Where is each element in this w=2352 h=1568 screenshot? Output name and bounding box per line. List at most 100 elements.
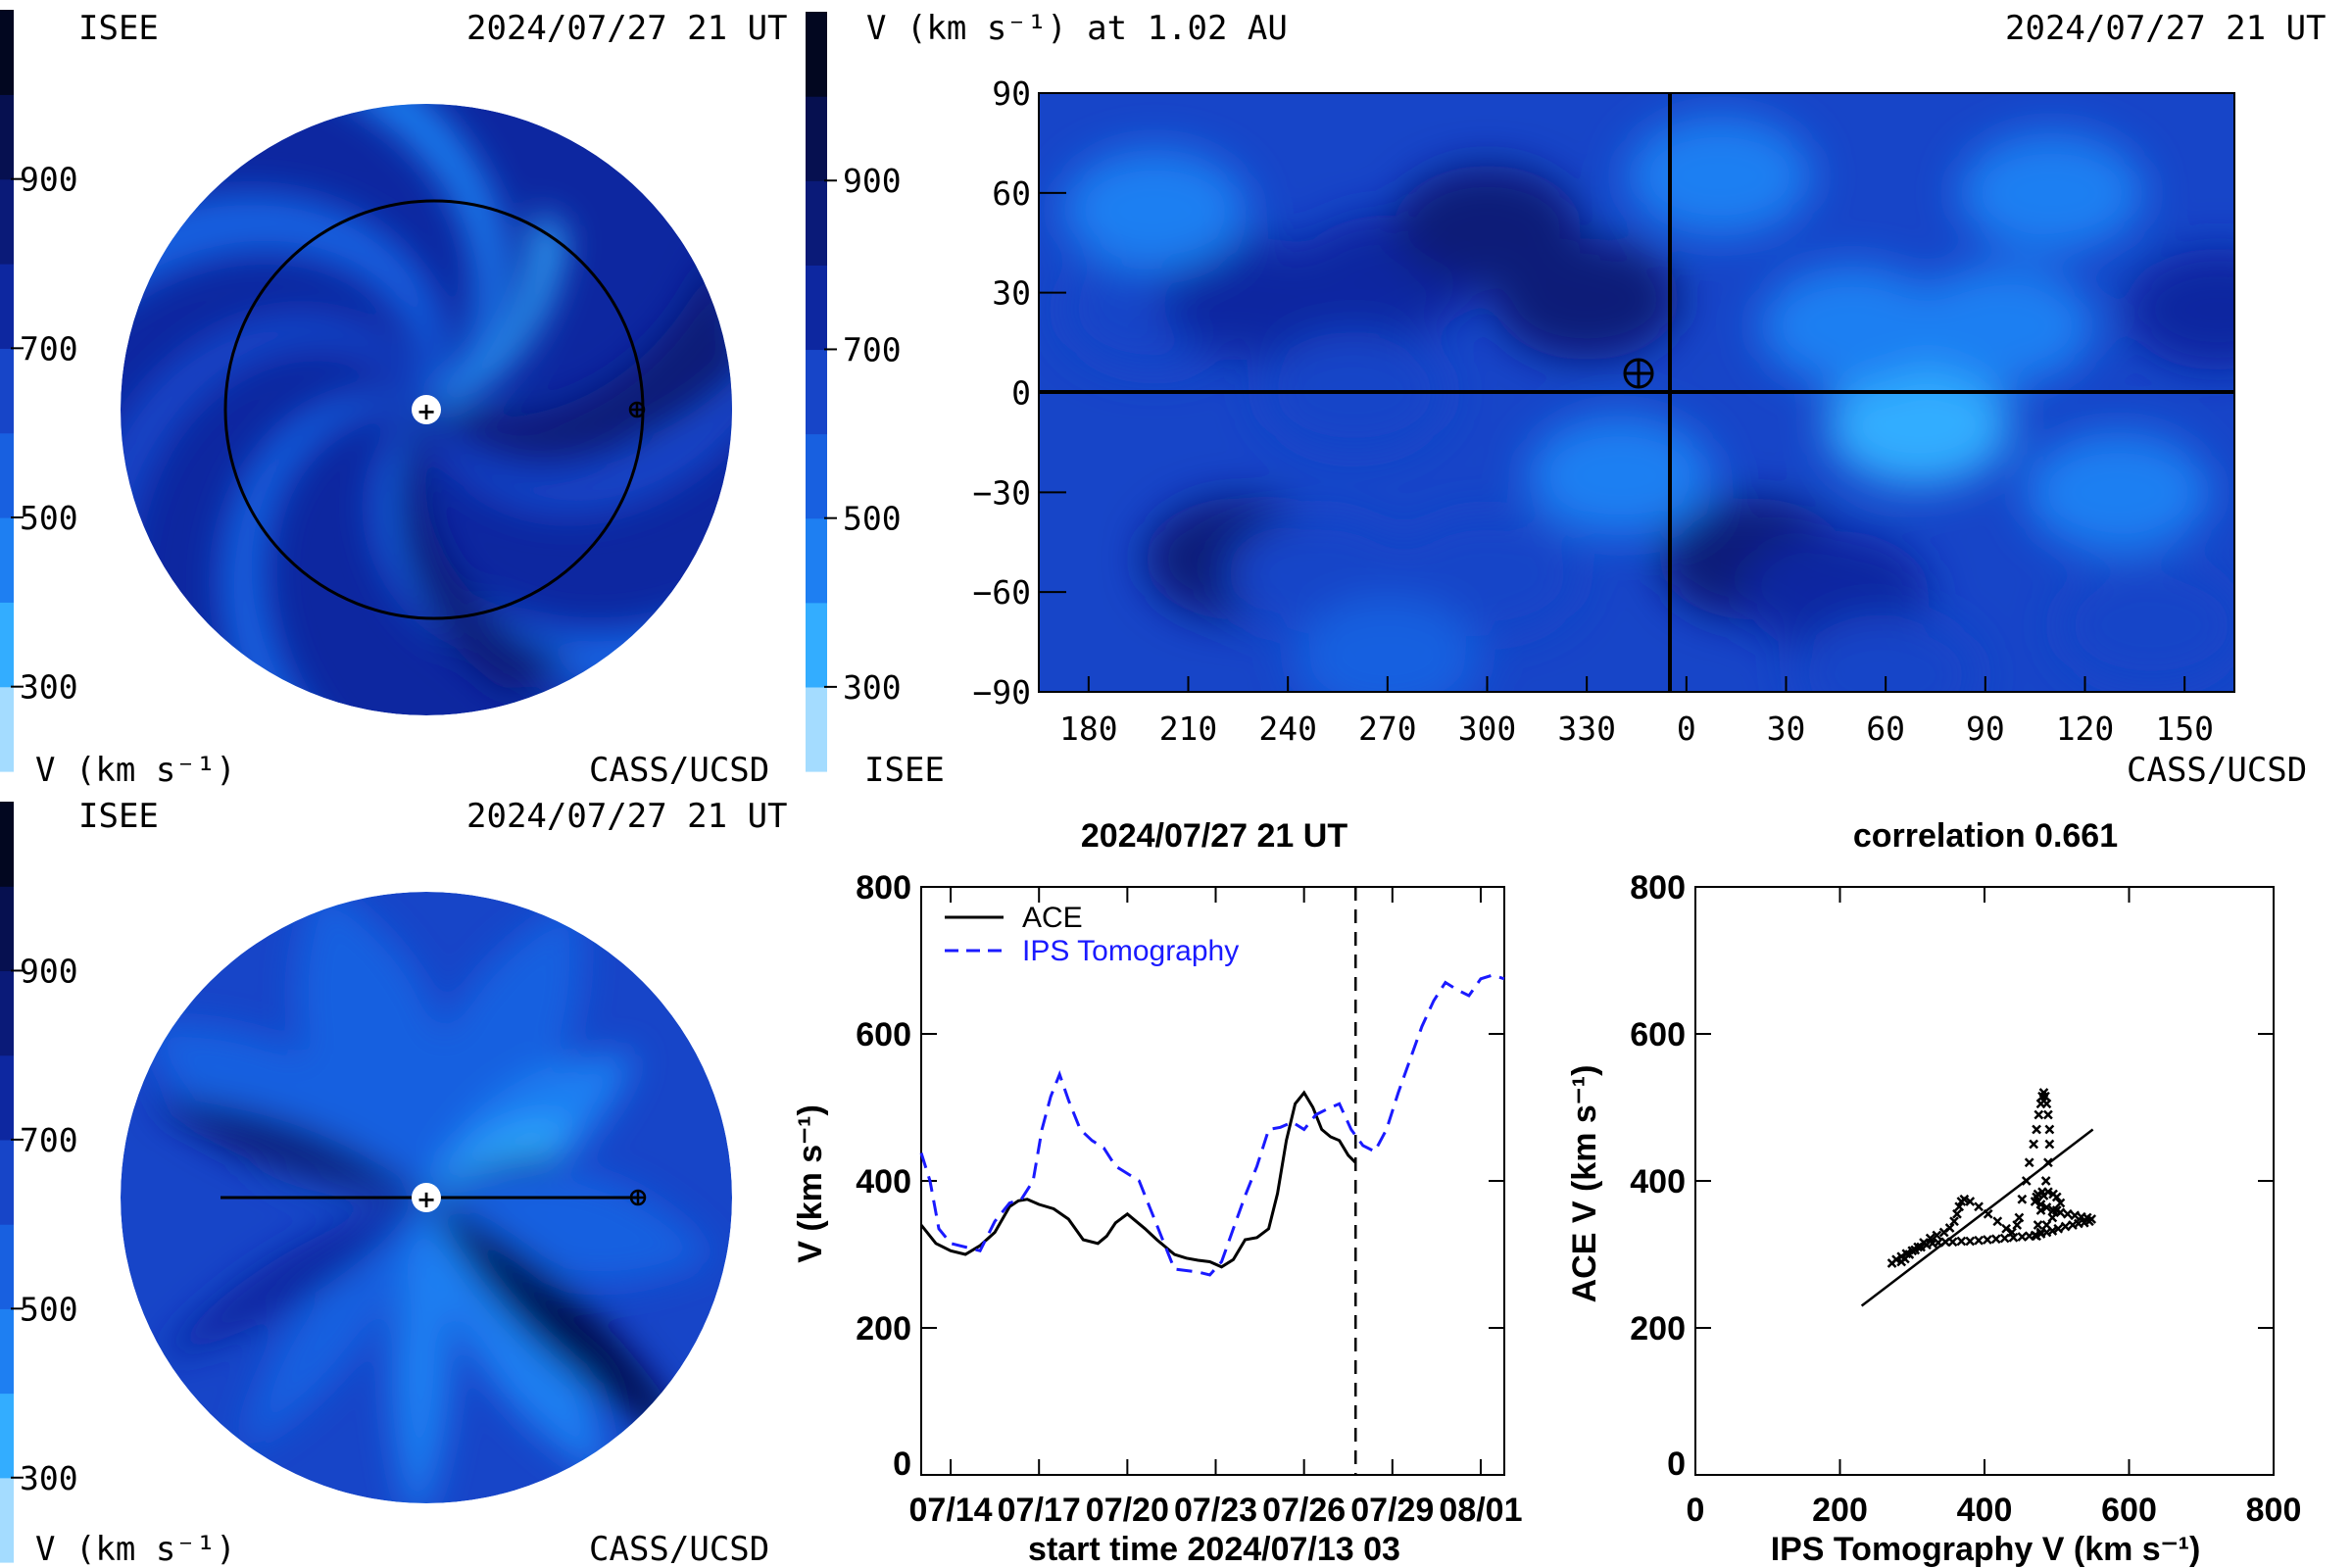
scatter-y-tick-label: 400 [1630,1163,1686,1200]
scatter-point-stroke [2030,1197,2040,1206]
map-velocity-cell [1061,148,1249,270]
colorbar-segment [0,178,14,265]
panel-source-label: ISEE [78,9,159,48]
map-y-tick-label: 30 [992,274,1031,313]
colorbar-segment [0,517,14,603]
timeseries-x-tick-label: 07/20 [1086,1492,1169,1529]
scatter-point-stroke [2029,1139,2039,1150]
colorbar-tick-label: 900 [843,162,902,200]
map-x-tick-label: 270 [1358,710,1417,748]
colorbar-tick-label: 700 [20,329,78,368]
colorbar-segment [0,602,14,688]
map-y-tick-label: −30 [972,473,1031,512]
spiral-arm [432,251,732,457]
scatter-frame [1694,886,2275,1476]
map-velocity-cell [1161,238,1348,361]
scatter-point-stroke [2043,1109,2053,1120]
colorbar-tick-label: 500 [843,500,902,538]
timeseries-ylabel: V (km s⁻¹) [792,1104,829,1263]
colorbar-segment [0,432,14,518]
timeseries-title: 2024/07/27 21 UT [1081,817,1348,855]
scatter-point-stroke [2021,1176,2032,1186]
scatter-points [1886,1088,2097,1268]
colorbar-tick-label: 500 [20,1290,78,1328]
timeseries-y-tick-label: 800 [856,869,911,906]
colorbar-segment [806,433,827,519]
colorbar-segment [0,1308,14,1395]
panel-credit: CASS/UCSD [589,751,769,790]
scatter-point [2055,1207,2066,1218]
timeseries-x-tick-label: 08/01 [1439,1492,1522,1529]
map-velocity-cell [1494,238,1681,361]
map-source-label: ISEE [864,751,945,790]
scatter-panel: correlation 0.661 00 200 200 400 400 600 600 80… [1566,817,2301,1568]
map-title: V (km s⁻¹) at 1.02 AU [866,9,1288,48]
timeseries-x-tick-label: 07/26 [1262,1492,1346,1529]
scatter-point-stroke [2014,1212,2025,1223]
scatter-point [2017,1232,2028,1242]
scatter-point [2008,1232,2019,1243]
scatter-point-stroke [1974,1235,1984,1246]
map-velocity-cell [1527,415,1714,537]
map-velocity-cell [2125,248,2234,370]
velocity-lobe [157,1198,426,1359]
scatter-point [2001,1223,2012,1234]
map-x-tick-label: 150 [2155,710,2214,748]
scatter-point-stroke [1983,1235,1992,1245]
scatter-point-stroke [2012,1220,2023,1230]
scatter-point [2041,1099,2052,1109]
scatter-point [1949,1216,1959,1227]
map-x-tick-label: 30 [1767,710,1806,748]
scatter-point-stroke [1959,1194,1970,1204]
map-x-tick-label: 180 [1059,710,1118,748]
colorbar-segment [806,265,827,351]
spiral-arm [397,416,580,695]
ace-series-line [919,1090,1357,1269]
scatter-point-stroke [2041,1202,2052,1212]
scatter-point-stroke [1952,1208,1962,1219]
velocity-map-heatmap [1039,93,2234,692]
scatter-point-stroke [1932,1230,1942,1241]
scatter-point [2012,1220,2023,1230]
velocity-lobe [426,1198,607,1479]
colorbar-tick-label: 500 [20,499,78,537]
colorbar-unit: V (km s⁻¹) [35,1530,236,1568]
scatter-point-stroke [1965,1236,1976,1247]
map-x-tick-label: 210 [1159,710,1218,748]
timeseries-x-tick-label: 07/29 [1350,1492,1434,1529]
map-axis-ticks: 180 210 240 270 300 330 0 30 60 90 120 1509060300−3… [972,74,2214,748]
map-velocity-cell [2025,431,2212,554]
scatter-point [1992,1216,2003,1227]
scatter-point [1956,1236,1967,1247]
scatter-point-stroke [2040,1091,2050,1102]
scatter-point [1922,1240,1932,1250]
scatter-point-stroke [2017,1194,2028,1204]
scatter-point [1896,1256,1907,1267]
colorbar-segment [0,886,14,972]
scatter-y-tick-label: 200 [1630,1310,1686,1348]
colorbar-segment [0,1393,14,1479]
scatter-point-stroke [2062,1208,2073,1219]
map-date: 2024/07/27 21 UT [2005,9,2327,48]
spiral-arm [220,394,418,715]
map-velocity-cell [1826,365,2013,487]
map-velocity-cell [1394,514,1581,637]
scatter-point [1965,1236,1976,1247]
scatter-point [2034,1109,2044,1120]
map-velocity-cell [1294,598,1481,692]
scatter-point-stroke [1922,1240,1932,1250]
spiral-arm [433,210,564,410]
scatter-point-stroke [1916,1242,1926,1252]
timeseries-x-tick-label: 07/17 [998,1492,1081,1529]
colorbar-segment [0,1477,14,1563]
scatter-point [1959,1194,1970,1204]
colorbar-segment [0,94,14,180]
scatter-title: correlation 0.661 [1853,817,2118,855]
scatter-point [2047,1212,2058,1223]
scatter-point-stroke [2048,1205,2058,1215]
time-series-panel: 2024/07/27 21 UT 07/14 07/17 07/20 07/23 07/… [792,817,1523,1568]
scatter-point-stroke [2033,1220,2043,1230]
map-velocity-cell [1908,265,2095,387]
scatter-point [1974,1235,1984,1246]
scatter-point-stroke [1949,1216,1959,1227]
